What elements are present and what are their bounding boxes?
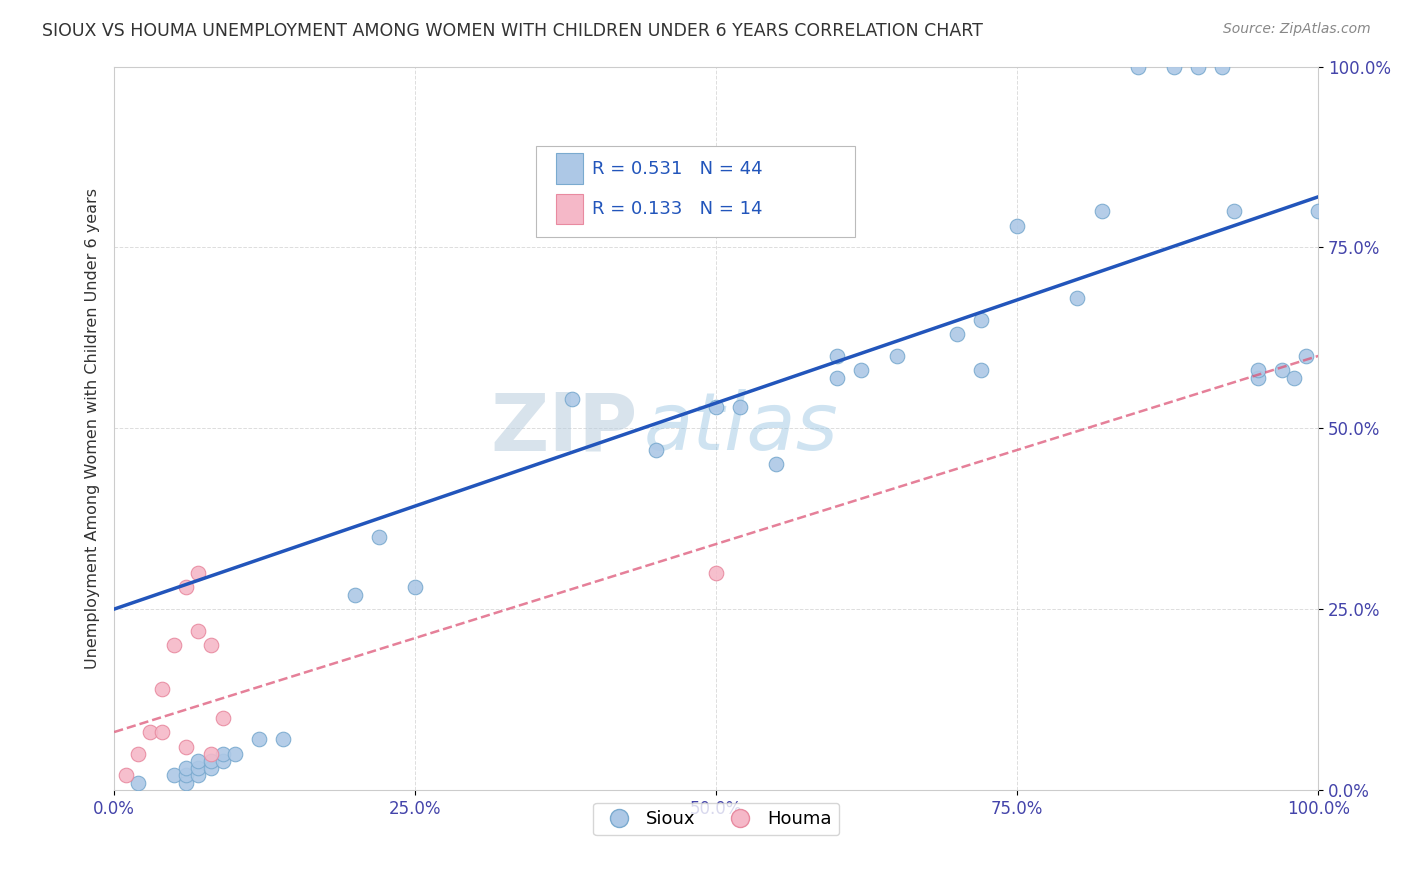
Point — [271, 732, 294, 747]
Point — [127, 775, 149, 789]
Point — [1247, 370, 1270, 384]
Point — [187, 566, 209, 580]
Y-axis label: Unemployment Among Women with Children Under 6 years: Unemployment Among Women with Children U… — [86, 187, 100, 669]
Point — [730, 400, 752, 414]
Point — [704, 400, 727, 414]
Text: SIOUX VS HOUMA UNEMPLOYMENT AMONG WOMEN WITH CHILDREN UNDER 6 YEARS CORRELATION : SIOUX VS HOUMA UNEMPLOYMENT AMONG WOMEN … — [42, 22, 983, 40]
Point — [150, 681, 173, 696]
Point — [163, 768, 186, 782]
Point — [200, 747, 222, 761]
Point — [886, 349, 908, 363]
Point — [404, 581, 426, 595]
Point — [1163, 60, 1185, 74]
Point — [561, 392, 583, 407]
Point — [176, 768, 198, 782]
FancyBboxPatch shape — [536, 146, 855, 236]
Text: atlas: atlas — [644, 389, 839, 467]
Point — [176, 581, 198, 595]
Point — [224, 747, 246, 761]
Point — [1211, 60, 1233, 74]
Point — [247, 732, 270, 747]
Point — [187, 624, 209, 638]
Point — [1295, 349, 1317, 363]
Point — [343, 588, 366, 602]
Point — [1187, 60, 1209, 74]
Point — [200, 638, 222, 652]
Point — [368, 530, 391, 544]
Point — [1066, 291, 1088, 305]
Text: ZIP: ZIP — [491, 389, 638, 467]
FancyBboxPatch shape — [557, 153, 582, 184]
Point — [970, 363, 993, 377]
Text: R = 0.531   N = 44: R = 0.531 N = 44 — [592, 160, 763, 178]
Point — [704, 566, 727, 580]
Legend: Sioux, Houma: Sioux, Houma — [593, 803, 839, 835]
Point — [970, 312, 993, 326]
Point — [1308, 204, 1330, 219]
Point — [211, 754, 233, 768]
Point — [1007, 219, 1029, 233]
Point — [187, 761, 209, 775]
Point — [163, 638, 186, 652]
Point — [115, 768, 138, 782]
Point — [946, 327, 969, 342]
Point — [200, 761, 222, 775]
Text: R = 0.133   N = 14: R = 0.133 N = 14 — [592, 200, 762, 218]
Point — [139, 725, 162, 739]
Point — [176, 775, 198, 789]
Point — [1090, 204, 1112, 219]
Point — [176, 739, 198, 754]
Point — [1126, 60, 1149, 74]
Point — [825, 349, 848, 363]
Point — [176, 761, 198, 775]
Point — [849, 363, 872, 377]
Point — [187, 754, 209, 768]
Point — [1223, 204, 1246, 219]
Point — [645, 442, 668, 457]
Point — [825, 370, 848, 384]
Point — [200, 754, 222, 768]
Text: Source: ZipAtlas.com: Source: ZipAtlas.com — [1223, 22, 1371, 37]
Point — [127, 747, 149, 761]
FancyBboxPatch shape — [557, 194, 582, 224]
Point — [187, 768, 209, 782]
Point — [765, 458, 787, 472]
Point — [1271, 363, 1294, 377]
Point — [150, 725, 173, 739]
Point — [211, 747, 233, 761]
Point — [1282, 370, 1305, 384]
Point — [1247, 363, 1270, 377]
Point — [211, 710, 233, 724]
